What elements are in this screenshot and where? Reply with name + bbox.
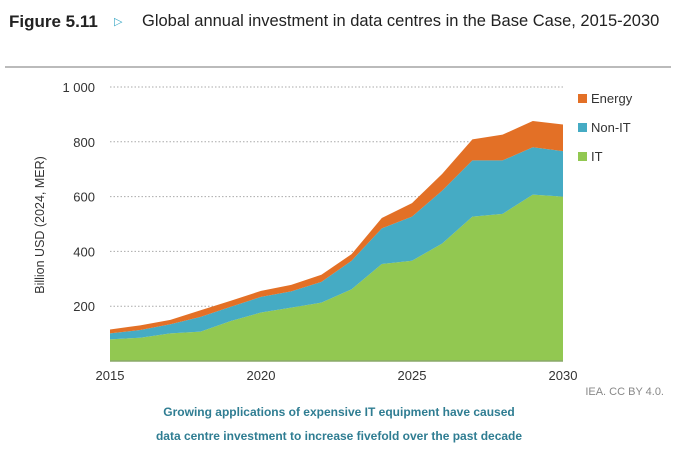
y-tick-label: 200 bbox=[73, 299, 95, 314]
caption-line-2: data centre investment to increase fivef… bbox=[155, 429, 523, 443]
divider bbox=[5, 66, 671, 68]
x-tick-label: 2030 bbox=[549, 368, 578, 383]
triangle-icon: ▷ bbox=[114, 16, 123, 28]
x-tick-label: 2025 bbox=[398, 368, 427, 383]
legend-swatch-it bbox=[578, 152, 587, 161]
area-it bbox=[110, 194, 563, 361]
figure-label: Figure 5.11 bbox=[9, 12, 98, 31]
y-tick-label: 800 bbox=[73, 135, 95, 150]
caption-line-1: Growing applications of expensive IT equ… bbox=[163, 405, 515, 419]
x-tick-label: 2020 bbox=[247, 368, 276, 383]
legend-swatch-energy bbox=[578, 94, 587, 103]
legend-swatch-non-it bbox=[578, 123, 587, 132]
y-tick-label: 600 bbox=[73, 190, 95, 205]
legend-label-non-it: Non-IT bbox=[591, 120, 631, 135]
license-text: IEA. CC BY 4.0. bbox=[585, 386, 664, 398]
area-non-it bbox=[110, 147, 563, 340]
legend-label-energy: Energy bbox=[591, 91, 633, 106]
y-axis-label: Billion USD (2024, MER) bbox=[33, 156, 47, 294]
x-tick-label: 2015 bbox=[96, 368, 125, 383]
y-tick-label: 1 000 bbox=[62, 80, 95, 95]
area-energy bbox=[110, 120, 563, 334]
chart-title: Global annual investment in data centres… bbox=[142, 12, 660, 30]
legend-label-it: IT bbox=[591, 149, 603, 164]
y-tick-label: 400 bbox=[73, 244, 95, 259]
